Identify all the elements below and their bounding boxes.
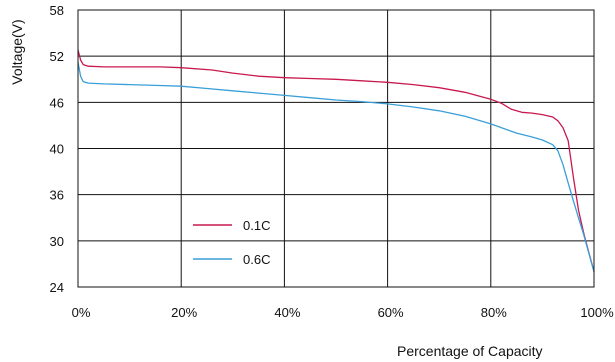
y-axis-title: Voltage(V) xyxy=(9,19,25,84)
y-tick-label: 52 xyxy=(50,49,64,64)
x-tick-label: 80% xyxy=(481,305,507,320)
series-line-0.1c xyxy=(77,49,595,272)
x-axis-title: Percentage of Capacity xyxy=(397,343,543,359)
y-tick-label: 36 xyxy=(50,188,64,203)
series-layer xyxy=(77,49,595,272)
series-line-0.6c xyxy=(77,62,595,272)
plot-frame xyxy=(77,9,595,288)
y-tick-label: 40 xyxy=(50,142,64,157)
x-tick-labels: 0% 20% 40% 60% 80% 100% xyxy=(72,305,614,320)
legend-label-0.1c: 0.1C xyxy=(243,218,270,233)
y-tick-label: 30 xyxy=(50,234,64,249)
y-tick-label: 24 xyxy=(50,280,64,295)
x-tick-label: 0% xyxy=(72,305,91,320)
grid xyxy=(78,10,594,287)
y-tick-label: 46 xyxy=(50,95,64,110)
x-tick-label: 60% xyxy=(378,305,404,320)
y-tick-label: 58 xyxy=(50,3,64,18)
legend: 0.1C 0.6C xyxy=(193,218,270,267)
x-tick-label: 20% xyxy=(171,305,197,320)
x-tick-label: 40% xyxy=(274,305,300,320)
x-tick-label: 100% xyxy=(580,305,614,320)
y-tick-labels: 58 52 46 40 36 30 24 xyxy=(50,3,64,295)
legend-label-0.6c: 0.6C xyxy=(243,252,270,267)
